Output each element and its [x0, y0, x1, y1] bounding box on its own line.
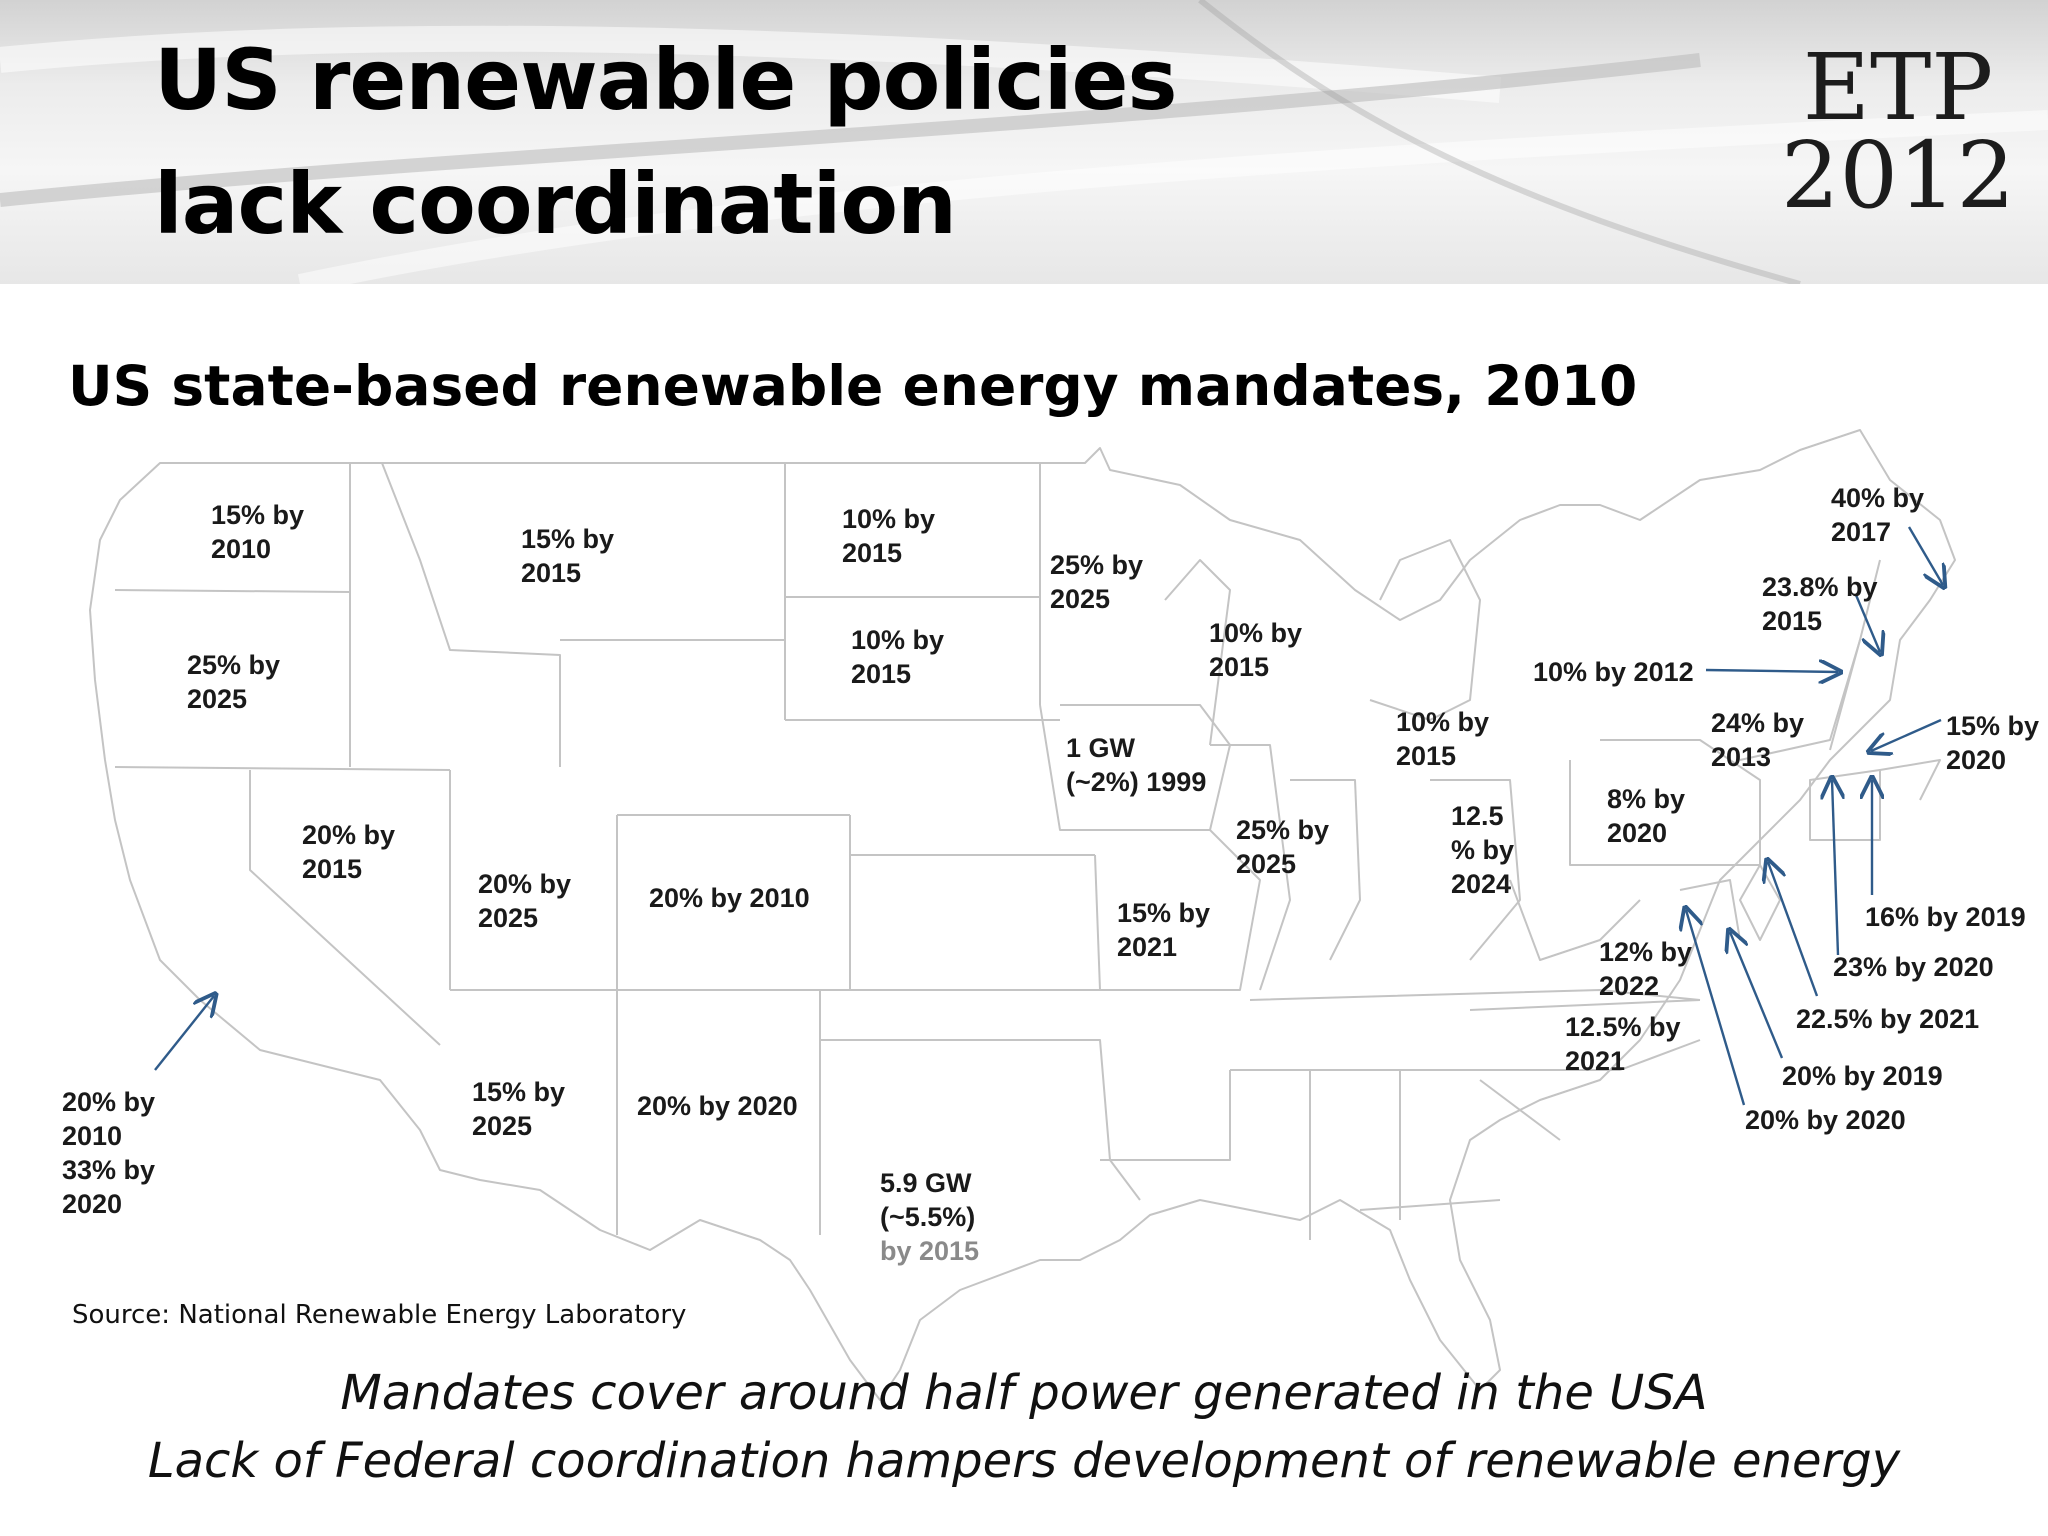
arrow-california [154, 996, 214, 1071]
label-rhode-island: 16% by 2019 [1865, 902, 2026, 932]
arrow-vermont [1705, 670, 1838, 672]
label-maryland: 12% by 2022 [1599, 937, 1693, 1001]
label-washington: 15% by 2010 [211, 500, 305, 564]
label-arizona: 15% by 2025 [472, 1077, 566, 1141]
source-note: Source: National Renewable Energy Labora… [72, 1300, 687, 1330]
label-colorado: 20% by 2010 [649, 883, 810, 913]
border-vt-nh [1829, 559, 1881, 751]
label-illinois: 25% by 2025 [1236, 815, 1330, 879]
border-ar-la [1100, 1070, 1231, 1161]
map-title: US state-based renewable energy mandates… [68, 354, 1638, 418]
arrow-new-jersey [1768, 862, 1819, 997]
us-outline [89, 429, 1956, 1401]
border-nj [1739, 864, 1781, 941]
label-massachusetts: 15% by 2020 [1946, 711, 2040, 775]
border-pa-ny [1569, 739, 1761, 866]
border-oh-pa [1430, 779, 1521, 961]
label-pennsylvania: 8% by 2020 [1607, 784, 1686, 848]
border-mi [1369, 539, 1481, 721]
texas-line-3: by 2015 [880, 1236, 980, 1266]
border-tn-al [1230, 1039, 1701, 1071]
border-ia [1039, 704, 1231, 831]
label-new-jersey: 22.5% by 2021 [1796, 1004, 1980, 1034]
border-md-de [1679, 879, 1741, 941]
texas-line-2: (~5.5%) [880, 1202, 976, 1232]
border-ma-ct [1809, 769, 1881, 841]
slide-title: US renewable policies lack coordination [154, 31, 1178, 253]
logo-line-2: 2012 [1780, 122, 2016, 229]
label-maine: 40% by 2017 [1831, 483, 1925, 547]
border-or-ca [114, 766, 451, 771]
label-montana: 15% by 2015 [521, 524, 615, 588]
border-ca-nv [249, 770, 441, 1046]
border-mo [1094, 829, 1261, 991]
border-va-nc [1469, 999, 1701, 1011]
label-new-mexico: 20% by 2020 [637, 1091, 798, 1121]
label-texas: 5.9 GW (~5.5%) by 2015 [880, 1166, 979, 1268]
label-utah: 20% by 2025 [478, 869, 572, 933]
footer-line-1: Mandates cover around half power generat… [340, 1365, 1708, 1421]
label-oregon: 25% by 2025 [187, 650, 281, 714]
label-michigan: 10% by 2015 [1396, 707, 1490, 771]
logo-line-1: ETP [1802, 34, 1994, 141]
label-california: 20% by 2010 33% by 2020 [62, 1087, 156, 1219]
label-dc: 20% by 2020 [1745, 1105, 1906, 1135]
border-il [1210, 744, 1291, 991]
header-swoosh-decoration [0, 0, 2048, 284]
label-wisconsin: 10% by 2015 [1209, 618, 1303, 682]
label-north-carolina: 12.5% by 2021 [1565, 1012, 1681, 1076]
callout-arrows [154, 526, 1943, 1106]
label-new-york: 24% by 2013 [1711, 708, 1805, 772]
label-south-dakota: 10% by 2015 [851, 625, 945, 689]
label-vermont: 10% by 2012 [1533, 657, 1694, 687]
border-ok-tx [820, 1039, 1141, 1201]
label-missouri: 15% by 2021 [1117, 898, 1211, 962]
label-delaware: 20% by 2019 [1782, 1061, 1943, 1091]
border-in-oh [1290, 779, 1361, 961]
state-borders [89, 429, 1956, 1401]
border-wv-va [1509, 879, 1641, 961]
arrow-connecticut [1832, 780, 1838, 956]
border-ne-coast [1879, 759, 1941, 801]
border-ga-fl [1359, 1199, 1501, 1211]
border-ky-tn [1249, 989, 1701, 1001]
texas-line-1: 5.9 GW [880, 1168, 972, 1198]
border-wi [1164, 559, 1231, 746]
etp-logo: ETP 2012 [1780, 34, 2016, 229]
label-ohio: 12.5 % by 2024 [1451, 801, 1515, 899]
label-nevada: 20% by 2015 [302, 820, 396, 884]
label-iowa: 1 GW (~2%) 1999 [1066, 733, 1207, 797]
label-connecticut: 23% by 2020 [1833, 952, 1994, 982]
border-id-mt [381, 462, 561, 767]
arrow-dc [1686, 910, 1746, 1106]
border-wa-or [114, 589, 351, 593]
arrow-maine [1907, 526, 1943, 585]
border-ga-sc [1479, 1079, 1561, 1141]
label-north-dakota: 10% by 2015 [842, 504, 936, 568]
arrow-massachusetts [1871, 718, 1942, 751]
label-minnesota: 25% by 2025 [1050, 550, 1144, 614]
footer-line-2: Lack of Federal coordination hampers dev… [147, 1433, 1901, 1489]
arrow-new-hampshire [1854, 594, 1880, 652]
arrow-delaware [1730, 932, 1784, 1059]
label-new-hampshire: 23.8% by 2015 [1762, 572, 1878, 636]
slide-header: US renewable policies lack coordination … [0, 0, 2048, 284]
